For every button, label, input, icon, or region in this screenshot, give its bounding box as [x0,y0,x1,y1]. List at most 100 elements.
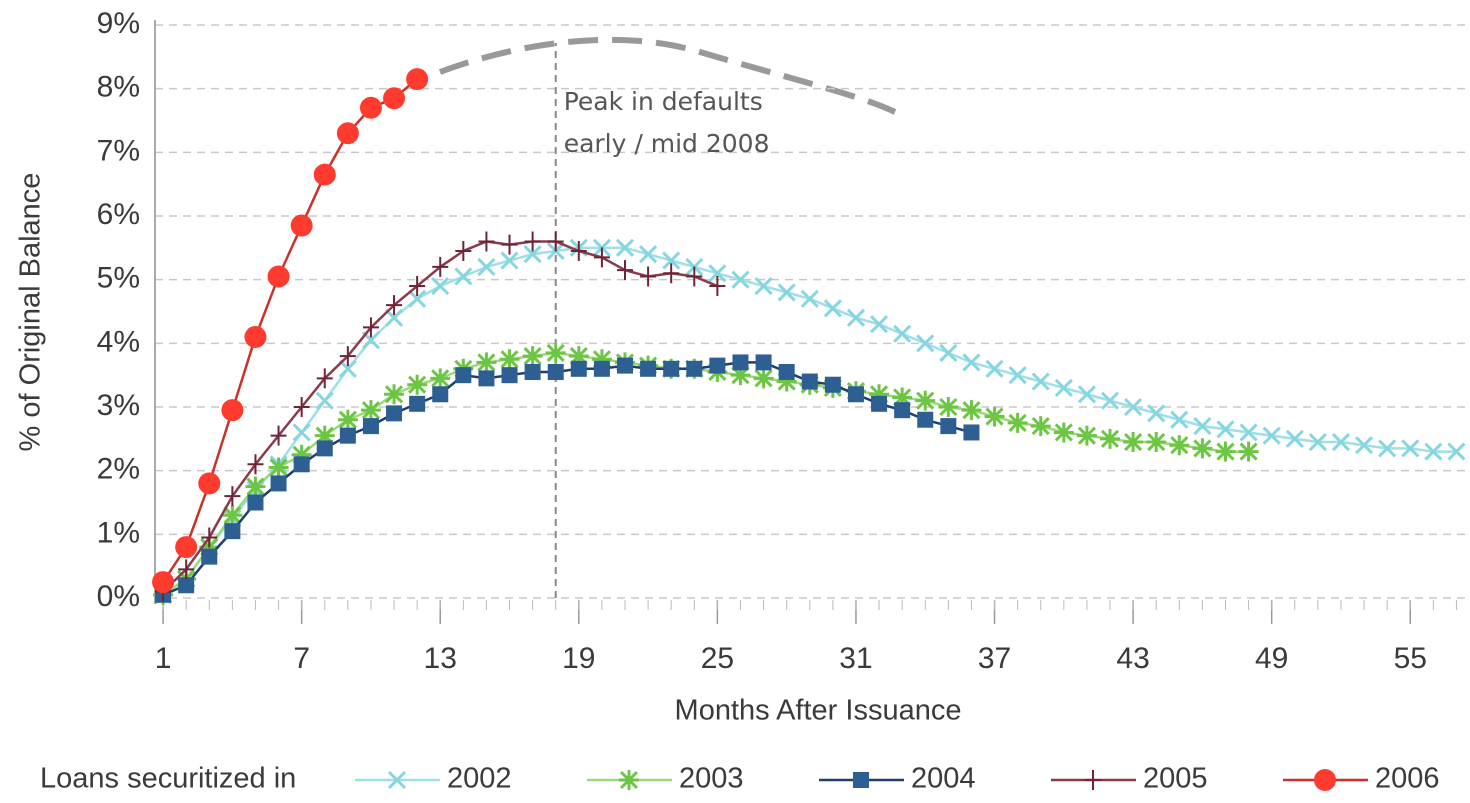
legend-item: 2003 [587,763,744,795]
marker [617,357,634,374]
marker [1053,422,1074,443]
marker [270,425,287,446]
marker [1030,416,1051,437]
y-tick-label: 3% [97,389,140,422]
marker [431,276,450,296]
marker [730,365,751,386]
marker [938,397,959,417]
marker [846,308,866,327]
marker [1239,423,1258,442]
marker [663,263,680,284]
marker [824,376,841,393]
marker [386,405,403,422]
marker [315,391,334,410]
legend-item: 2006 [1283,763,1440,795]
legend-item: 2002 [355,763,512,795]
marker [1085,770,1101,790]
marker [777,283,796,302]
marker [639,245,658,264]
marker [961,400,982,421]
marker [1124,397,1143,417]
marker [940,418,957,435]
legend-title: Loans securitized in [40,763,296,795]
marker [662,251,681,270]
x-tick-label: 1 [155,642,172,675]
y-tick-label: 8% [97,71,140,104]
marker [776,371,797,392]
marker [222,505,243,526]
marker [524,363,541,380]
y-tick-label: 9% [97,7,140,40]
x-tick-label: 25 [701,642,734,675]
annotation-text: early / mid 2008 [564,129,770,158]
marker [1355,436,1374,455]
marker [1169,435,1190,456]
marker [175,536,198,559]
marker [686,360,703,377]
marker [387,770,407,790]
marker [591,349,612,370]
marker [893,324,912,343]
marker [686,266,703,287]
marker [224,523,241,540]
marker [570,360,587,377]
marker [432,256,449,277]
marker [800,289,819,308]
marker [1424,442,1443,461]
x-axis-title: Months After Issuance [675,695,962,727]
marker [337,409,358,430]
marker [454,267,473,286]
marker [1077,385,1096,404]
marker [869,315,889,334]
legend-label: 2002 [447,763,512,795]
marker [244,325,267,348]
marker [615,238,635,257]
marker [359,96,382,119]
marker [1076,425,1097,446]
y-tick-label: 2% [97,453,140,486]
marker [1216,420,1235,439]
marker [1262,426,1281,445]
marker [386,295,403,316]
marker [1238,441,1259,462]
marker [524,231,541,252]
legend-item: 2004 [819,763,976,795]
marker [409,276,426,297]
marker [984,406,1005,427]
marker [362,317,379,338]
marker [1285,429,1304,448]
marker [709,357,726,374]
marker [339,346,356,367]
marker [871,395,888,412]
marker [1170,410,1189,429]
marker [894,402,911,419]
x-tick-label: 13 [424,642,457,675]
marker [1007,412,1028,433]
y-axis-title: % of Original Balance [15,173,47,452]
marker [547,363,564,380]
marker [476,352,497,373]
y-tick-label: 1% [97,516,140,549]
legend-item: 2005 [1051,763,1208,795]
marker [430,368,451,389]
marker [247,454,264,475]
x-tick-label: 31 [839,642,872,675]
marker [201,548,218,565]
marker [1147,404,1166,423]
marker [408,289,427,308]
projection-curve [438,36,897,115]
marker [640,266,657,287]
marker [178,559,195,580]
marker [336,122,359,145]
y-tick-label: 7% [97,134,140,167]
x-tick-label: 43 [1116,642,1149,675]
marker [501,234,518,255]
marker [384,384,405,405]
marker [663,360,680,377]
marker [1100,428,1121,449]
marker [1447,442,1466,461]
marker [755,354,772,371]
y-tick-label: 4% [97,325,140,358]
marker [619,770,639,790]
